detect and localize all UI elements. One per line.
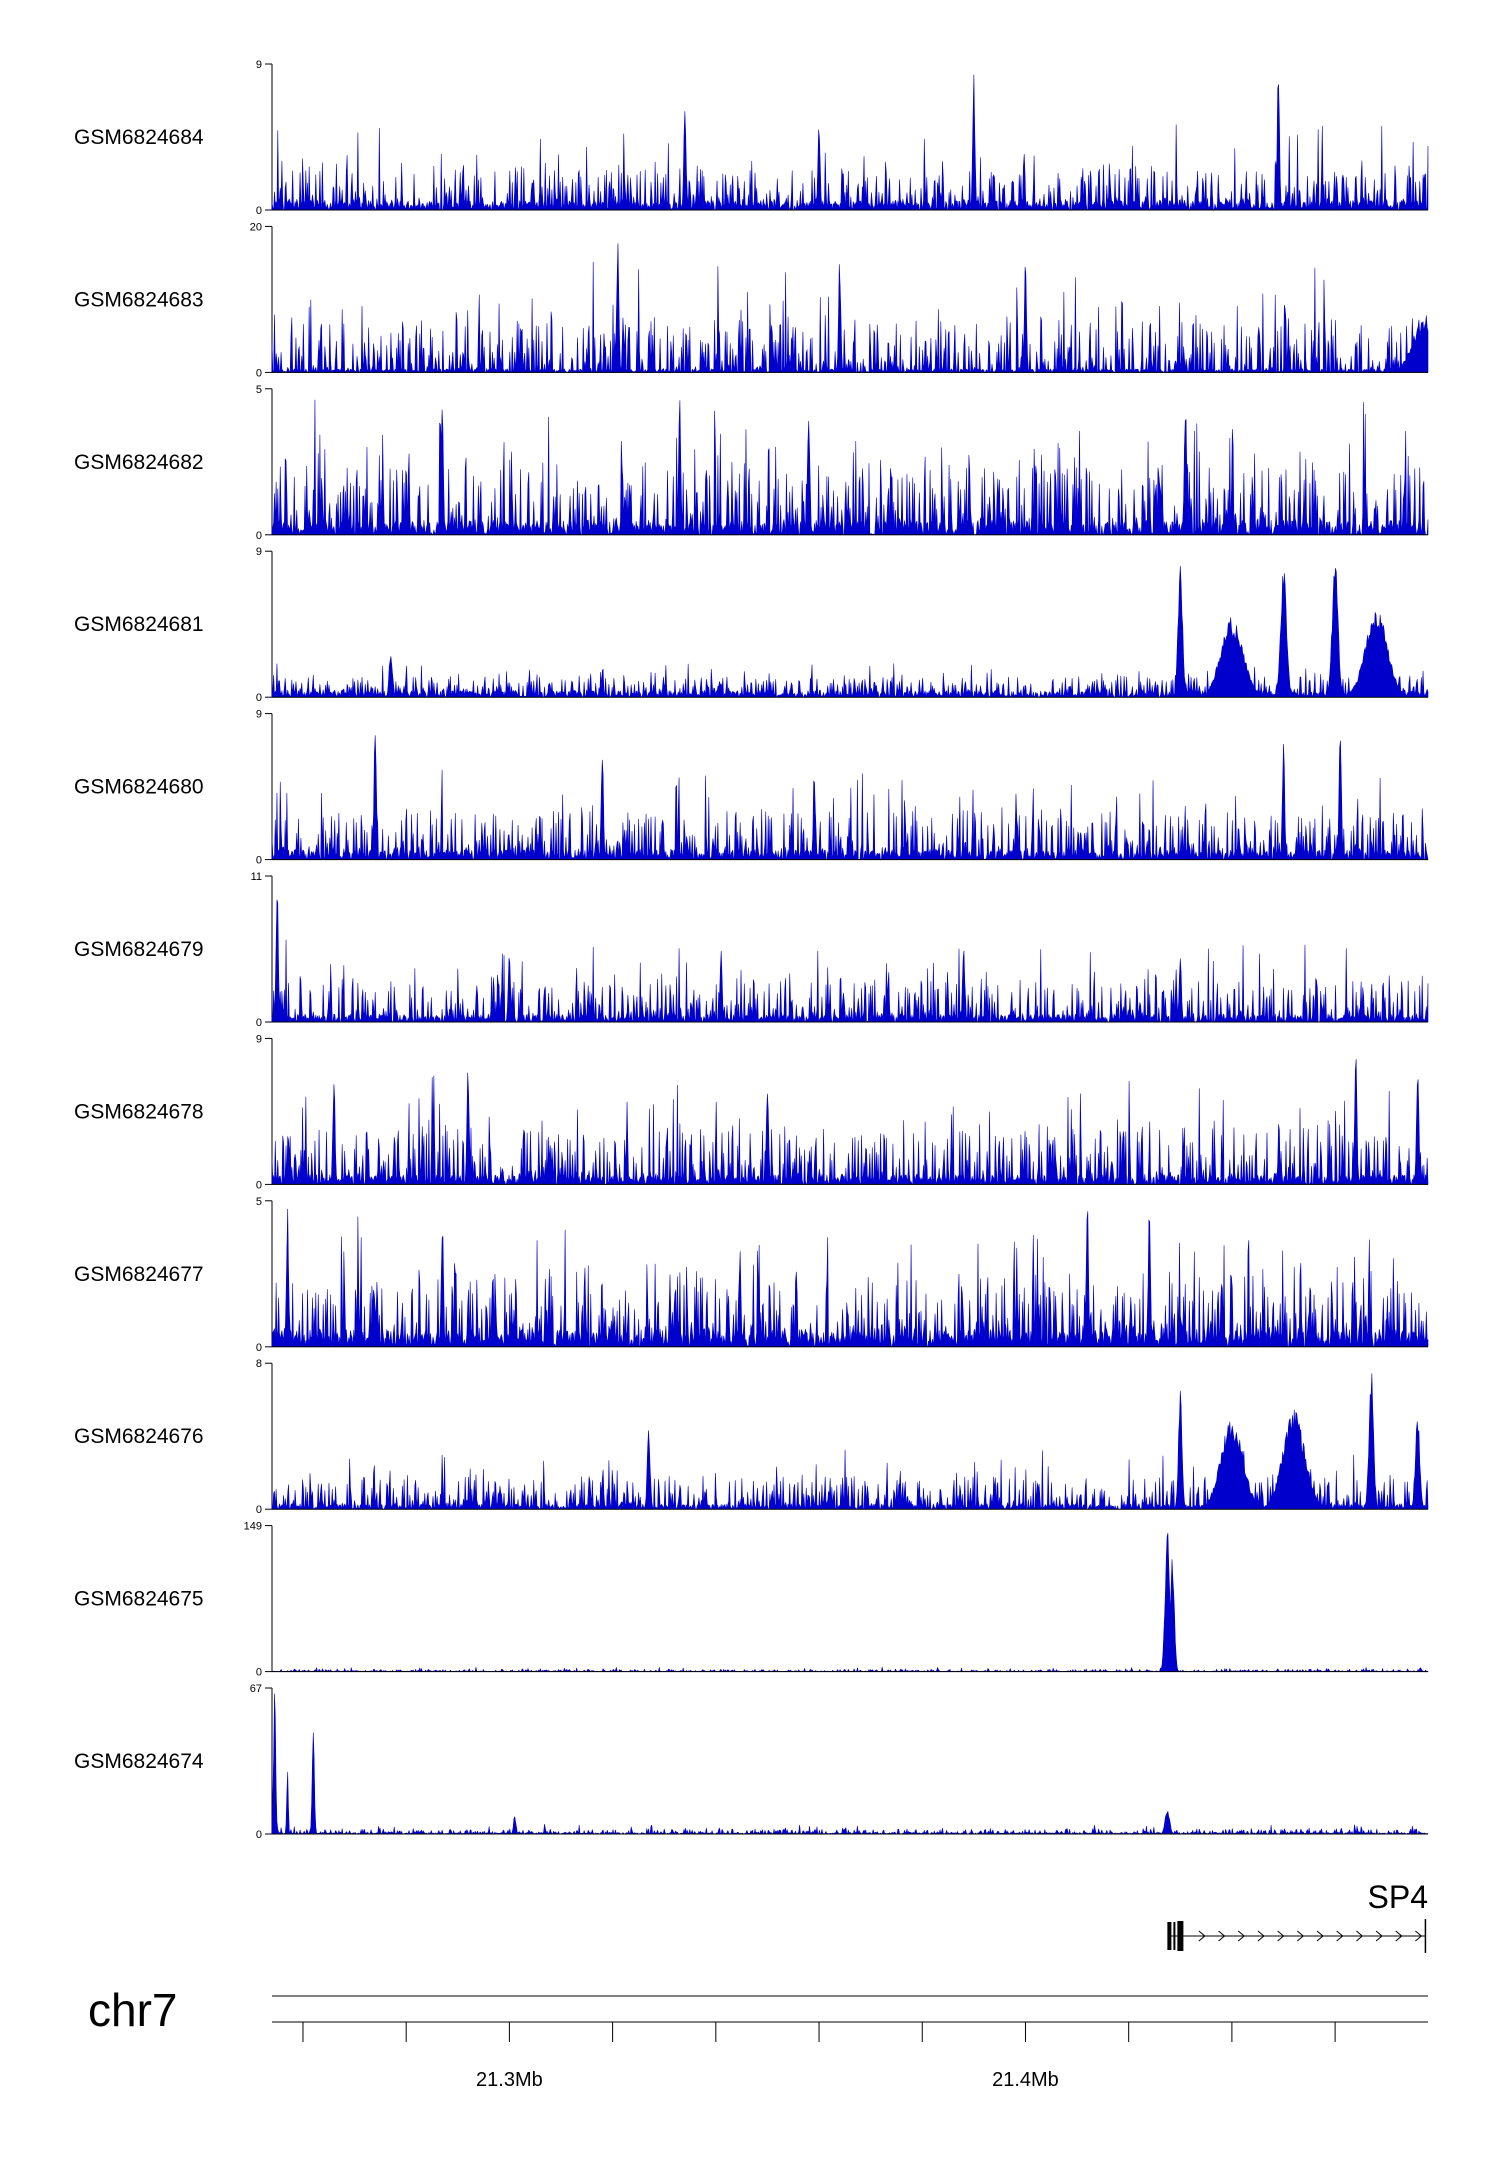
strand-chevron: [1198, 1930, 1206, 1942]
y-tick-label-min: 0: [256, 367, 262, 379]
y-tick-label-max: 5: [256, 384, 262, 396]
track-GSM6824683: GSM6824683 20 0: [74, 221, 1429, 379]
signal-area: [271, 565, 1429, 698]
y-tick-label-max: 149: [244, 1521, 262, 1533]
track-GSM6824681: GSM6824681 9 0: [74, 546, 1429, 704]
signal-area: [271, 899, 1429, 1023]
strand-chevron: [1296, 1930, 1305, 1942]
strand-chevron: [1277, 1930, 1285, 1942]
strand-chevron: [1415, 1930, 1423, 1942]
track-GSM6824676: GSM6824676 8 0: [74, 1358, 1429, 1516]
strand-chevron: [1218, 1930, 1226, 1942]
track-label: GSM6824683: [74, 288, 204, 311]
track-label: GSM6824677: [74, 1263, 204, 1286]
y-tick-label-min: 0: [256, 692, 262, 704]
track-label: GSM6824676: [74, 1425, 204, 1448]
y-tick-label-min: 0: [256, 1342, 262, 1354]
gene-annotation-track: SP4: [1167, 1879, 1428, 1953]
signal-area: [271, 243, 1429, 373]
y-tick-label-max: 67: [250, 1683, 262, 1695]
y-tick-label-max: 20: [250, 221, 262, 233]
strand-chevron: [1316, 1930, 1324, 1942]
track-GSM6824675: GSM6824675 149 0: [74, 1521, 1429, 1679]
signal-tracks: GSM682468490GSM6824683200GSM682468250GSM…: [74, 59, 1429, 1841]
x-tick-label: 21.4Mb: [992, 2069, 1059, 2091]
strand-chevron: [1375, 1930, 1383, 1942]
track-label: GSM6824678: [74, 1100, 204, 1123]
y-tick-label-max: 9: [256, 546, 262, 558]
gene-exon-block: [1177, 1921, 1184, 1951]
track-GSM6824684: GSM6824684 9 0: [74, 59, 1429, 217]
chromosome-label: chr7: [88, 1984, 177, 2036]
strand-chevron: [1237, 1930, 1246, 1942]
y-tick-label-min: 0: [256, 1667, 262, 1679]
y-tick-label-min: 0: [256, 1017, 262, 1029]
track-GSM6824677: GSM6824677 5 0: [74, 1196, 1429, 1354]
chromosome-axis: chr7 21.3Mb 21.4Mb: [88, 1984, 1428, 2091]
signal-area: [271, 1532, 1429, 1672]
signal-area: [271, 1693, 1429, 1835]
signal-area: [271, 735, 1429, 860]
strand-chevron: [1257, 1930, 1265, 1942]
signal-area: [271, 1058, 1429, 1185]
track-GSM6824679: GSM6824679 11 0: [74, 871, 1429, 1029]
track-label: GSM6824684: [74, 126, 204, 149]
track-GSM6824674: GSM6824674 67 0: [74, 1683, 1429, 1841]
y-tick-label-max: 11: [251, 871, 262, 883]
y-tick-label-max: 9: [256, 709, 262, 721]
track-label: GSM6824681: [74, 613, 204, 636]
track-label: GSM6824682: [74, 451, 204, 474]
track-GSM6824680: GSM6824680 9 0: [74, 709, 1429, 867]
gene-exon-thin: [1167, 1922, 1172, 1950]
strand-chevron: [1395, 1930, 1403, 1942]
track-GSM6824678: GSM6824678 9 0: [74, 1033, 1429, 1191]
y-tick-label-max: 9: [256, 59, 262, 71]
y-tick-label-max: 9: [256, 1033, 262, 1045]
gene-exon-thin: [1173, 1922, 1176, 1950]
y-tick-label-min: 0: [256, 855, 262, 867]
strand-chevron: [1356, 1930, 1364, 1942]
track-label: GSM6824674: [74, 1750, 204, 1773]
x-tick-label: 21.3Mb: [476, 2069, 543, 2091]
track-GSM6824682: GSM6824682 5 0: [74, 384, 1429, 542]
y-tick-label-min: 0: [256, 1829, 262, 1841]
signal-area: [271, 1373, 1429, 1510]
signal-area: [271, 1208, 1429, 1348]
signal-area: [271, 399, 1429, 536]
signal-area: [271, 74, 1429, 211]
y-tick-label-max: 5: [256, 1196, 262, 1208]
track-label: GSM6824679: [74, 938, 204, 961]
y-tick-label-max: 8: [256, 1358, 262, 1370]
track-label: GSM6824675: [74, 1588, 204, 1611]
y-tick-label-min: 0: [256, 1504, 262, 1516]
track-label: GSM6824680: [74, 776, 204, 799]
strand-chevron: [1336, 1930, 1344, 1942]
y-tick-label-min: 0: [256, 530, 262, 542]
gene-label: SP4: [1368, 1879, 1428, 1915]
y-tick-label-min: 0: [256, 1179, 262, 1191]
y-tick-label-min: 0: [256, 205, 262, 217]
